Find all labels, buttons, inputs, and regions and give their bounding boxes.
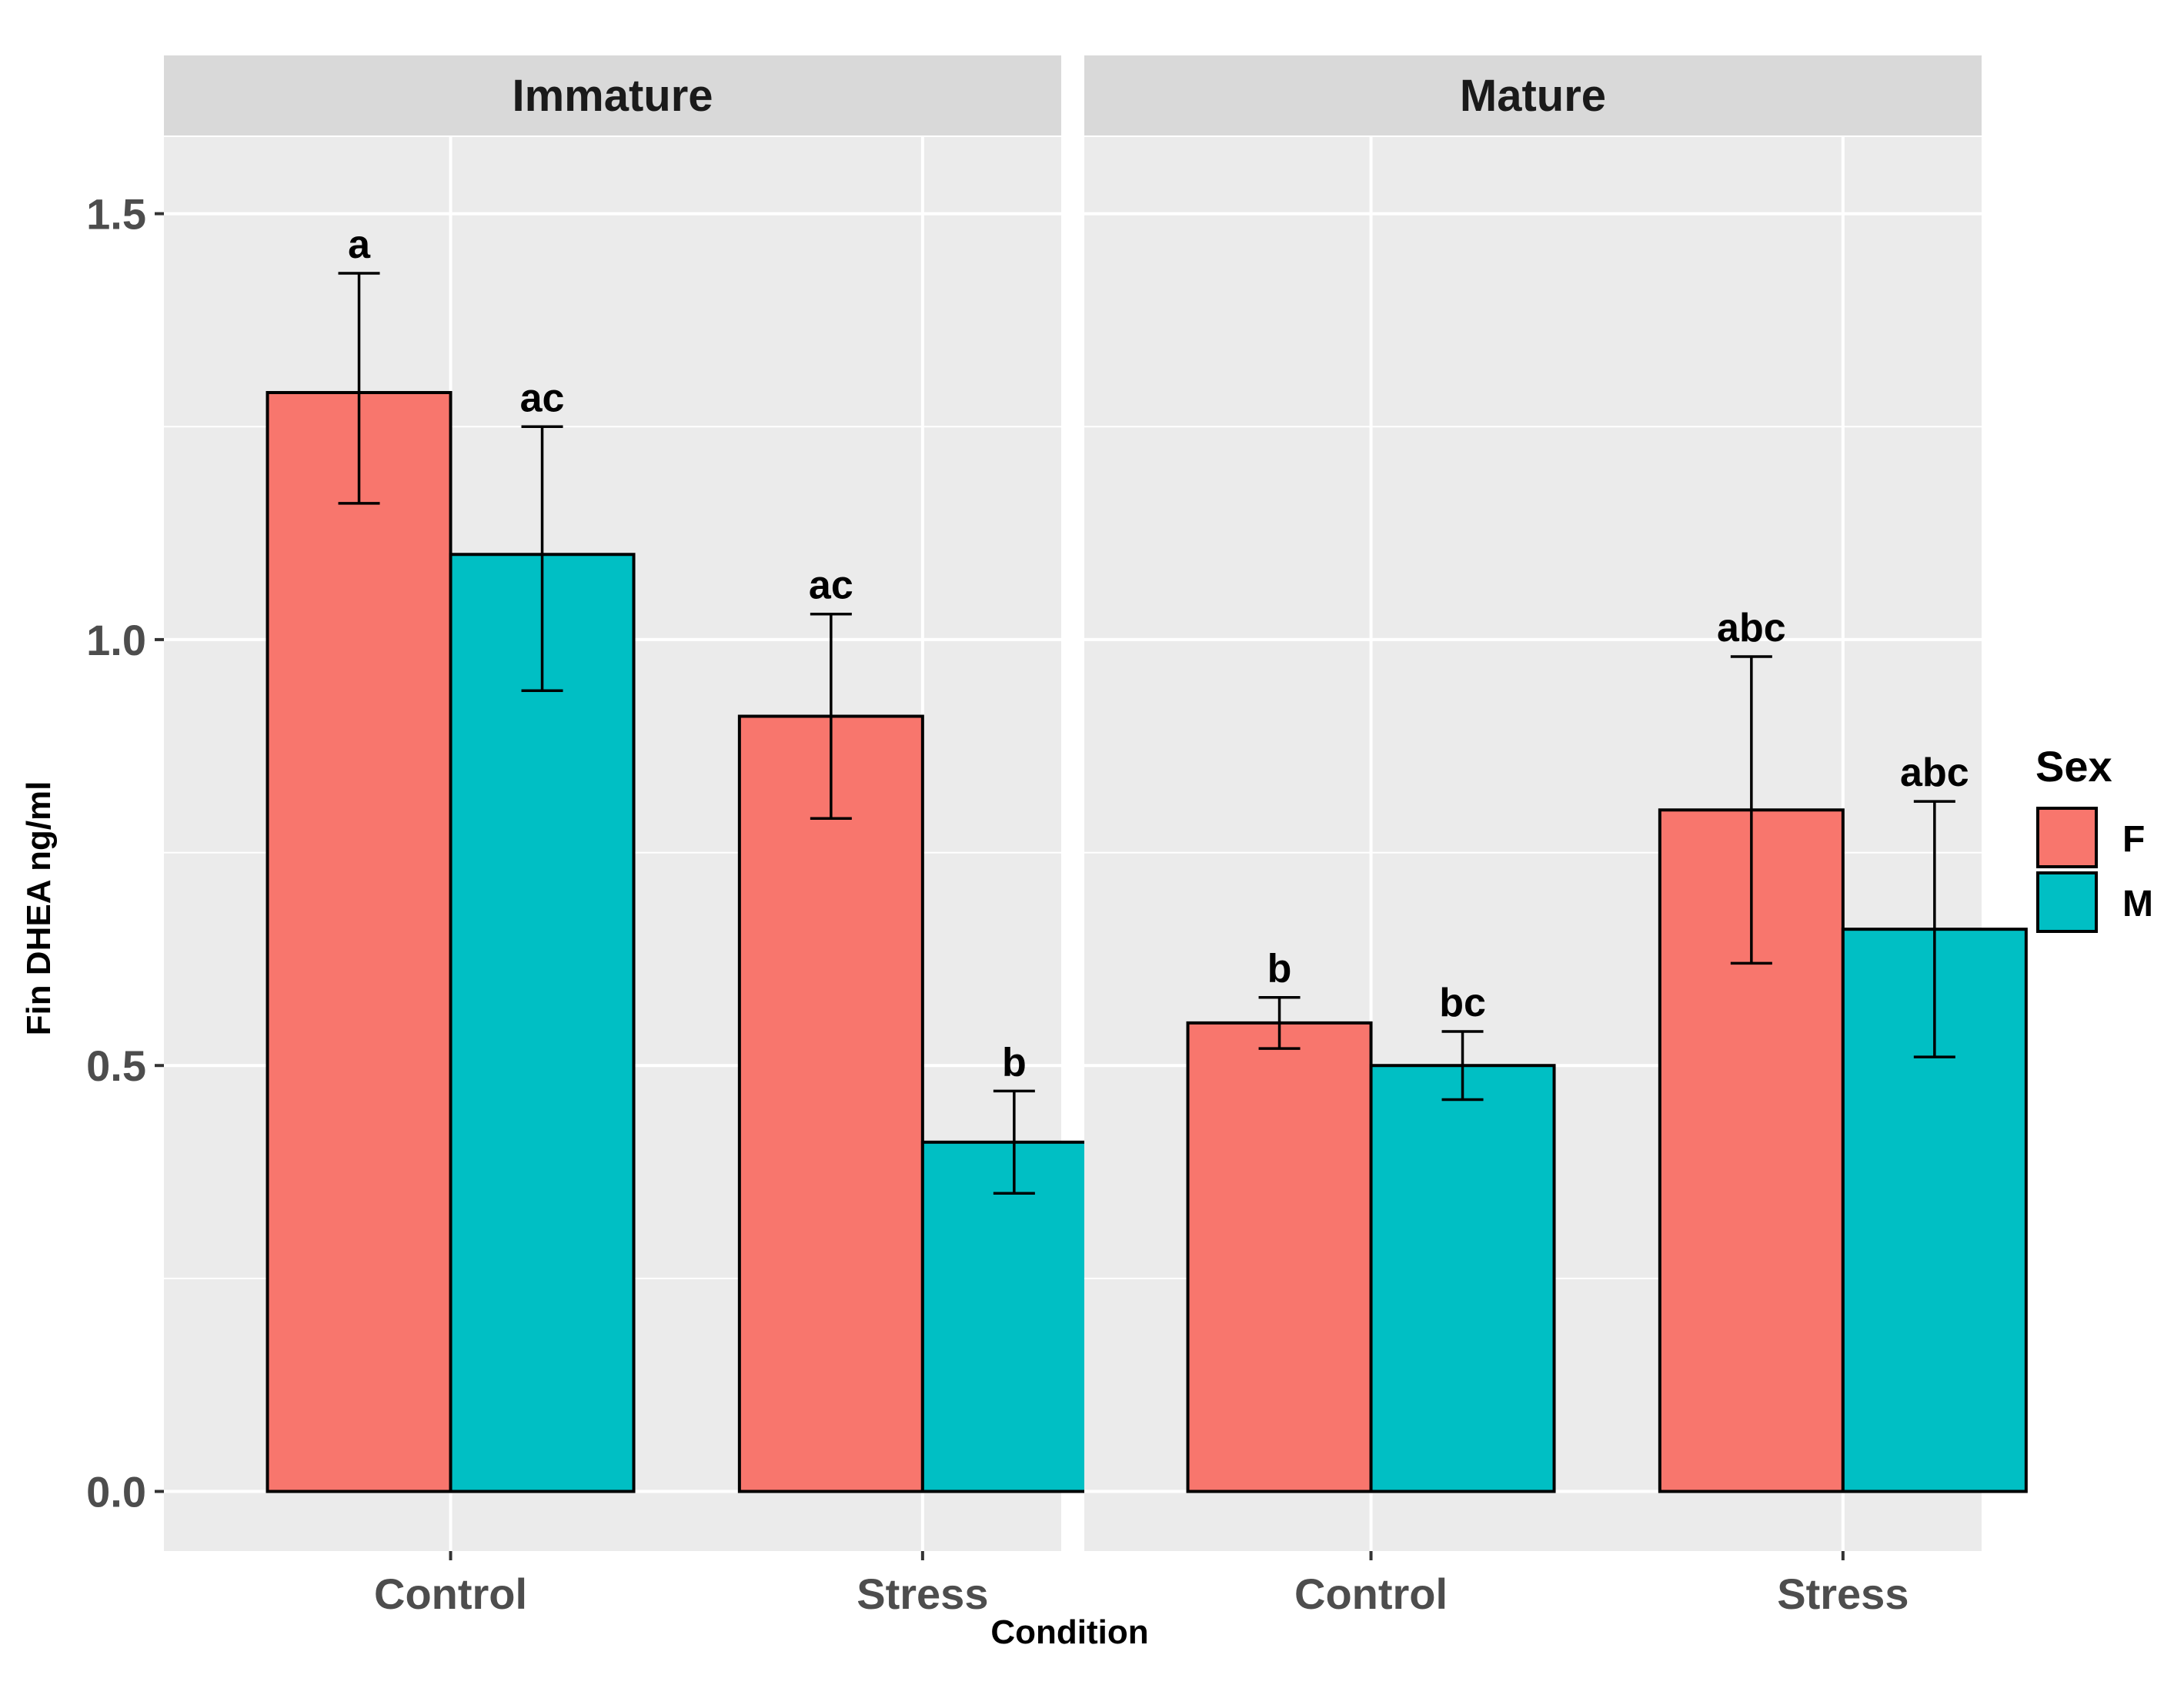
facet-strip xyxy=(164,55,1061,135)
significance-label: abc xyxy=(1717,606,1786,650)
facet-panel-mature: Mature b bc abc abc xyxy=(1084,55,2028,1551)
bar-m-control xyxy=(449,553,636,1493)
legend-swatch-m xyxy=(2036,871,2098,933)
y-tick-label: 0.5 xyxy=(86,1041,146,1090)
error-bar xyxy=(1258,995,1301,1050)
legend-label-m: M xyxy=(2122,884,2153,924)
significance-label: b xyxy=(1267,947,1292,991)
panels-layer: Immature a ac ac b Mature b bc abc abc xyxy=(164,55,2028,1551)
y-tick-label: 1.0 xyxy=(86,616,146,664)
facet-panel-immature: Immature a ac ac b xyxy=(164,55,1107,1551)
error-bar xyxy=(1730,655,1772,965)
significance-label: ac xyxy=(809,563,853,608)
bar-f-control xyxy=(1186,1021,1373,1493)
axes-layer: Control Stress Control Stress 0.0 0.5 1.0 1.5 xyxy=(86,190,1908,1618)
bar-f-stress xyxy=(737,714,924,1493)
error-bar xyxy=(1441,1030,1484,1102)
x-tick-label: Control xyxy=(374,1570,527,1618)
y-tick-label: 1.5 xyxy=(86,190,146,239)
significance-label: b xyxy=(1002,1040,1027,1085)
x-tick-label: Stress xyxy=(1777,1570,1908,1618)
facet-strip xyxy=(1084,55,1982,135)
y-axis-title: Fin DHEA ng/ml xyxy=(20,781,58,1036)
x-axis-title: Condition xyxy=(990,1613,1148,1651)
x-tick-label: Stress xyxy=(857,1570,988,1618)
y-tick-label: 0.0 xyxy=(86,1468,146,1516)
significance-label: abc xyxy=(1900,751,1969,795)
bar-m-control xyxy=(1369,1064,1556,1493)
error-bar xyxy=(810,612,852,821)
legend-swatch-f xyxy=(2036,807,2098,868)
x-tick-label: Control xyxy=(1294,1570,1448,1618)
significance-label: a xyxy=(348,222,371,267)
legend-label-f: F xyxy=(2122,819,2145,860)
bar-f-control xyxy=(265,390,452,1493)
error-bar xyxy=(338,272,380,505)
legend-title: Sex xyxy=(2035,742,2112,791)
facet-strip-label: Immature xyxy=(512,71,713,121)
error-bar xyxy=(993,1089,1035,1195)
error-bar xyxy=(521,425,563,693)
facet-strip-label: Mature xyxy=(1460,71,1606,121)
significance-label: ac xyxy=(520,376,565,420)
significance-label: bc xyxy=(1439,981,1486,1025)
error-bar xyxy=(1913,800,1955,1058)
